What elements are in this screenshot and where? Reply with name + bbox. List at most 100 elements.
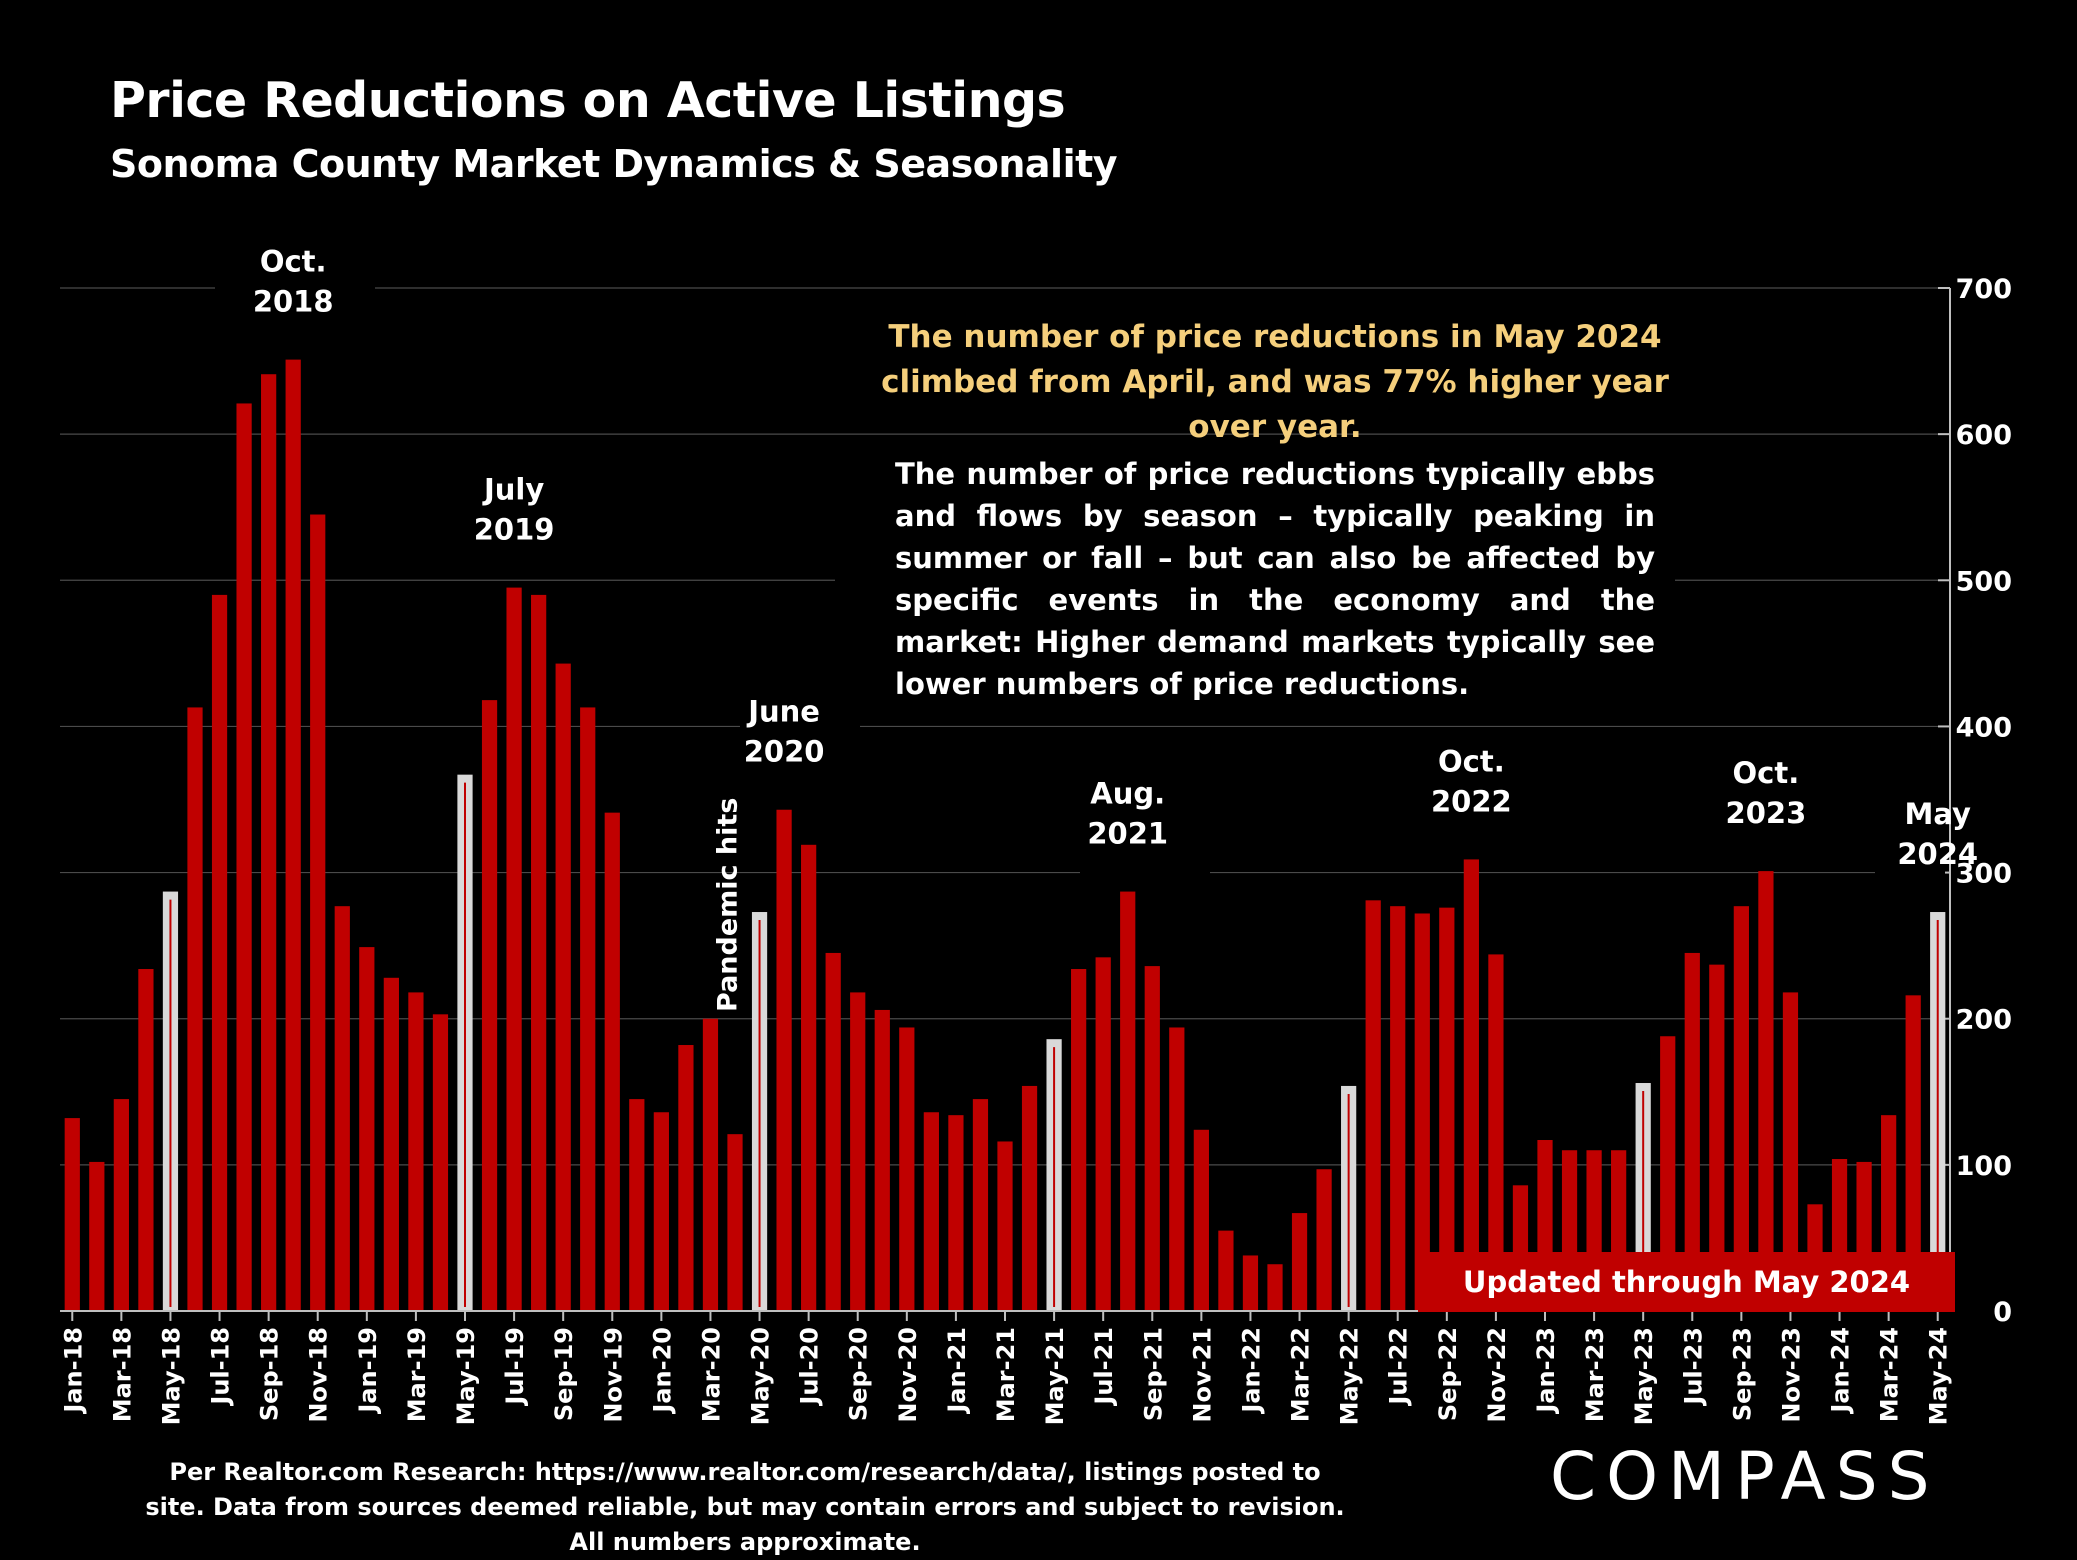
bar <box>604 812 620 1311</box>
bar <box>825 952 841 1311</box>
page-subtitle: Sonoma County Market Dynamics & Seasonal… <box>110 142 1118 186</box>
bar <box>1120 891 1136 1311</box>
bar <box>1758 871 1774 1311</box>
y-tick-label: 0 <box>1993 1297 2012 1328</box>
bar <box>138 969 154 1311</box>
bar <box>1782 992 1799 1311</box>
bar <box>899 1027 915 1311</box>
bar <box>1463 859 1479 1311</box>
bar <box>776 809 792 1311</box>
label-backdrop <box>215 268 375 348</box>
bar <box>874 1009 890 1311</box>
bar <box>64 1118 80 1311</box>
bar <box>1733 906 1749 1311</box>
x-tick-label: May-19 <box>452 1327 480 1425</box>
x-tick-label: Mar-21 <box>992 1327 1020 1422</box>
label-backdrop <box>1080 790 1210 880</box>
label-backdrop <box>1740 760 1860 860</box>
y-tick-label: 100 <box>1956 1151 2012 1182</box>
annotation-label: July 2019 <box>474 473 555 547</box>
bar <box>1218 1230 1234 1311</box>
page-title: Price Reductions on Active Listings <box>110 72 1066 129</box>
bar <box>1365 900 1381 1311</box>
annotation-label: June 2020 <box>744 695 825 769</box>
x-tick-label: Jan-20 <box>648 1327 676 1415</box>
bar <box>432 1014 449 1311</box>
x-tick-label: Nov-20 <box>894 1327 922 1423</box>
x-tick-label: May-22 <box>1336 1327 1364 1425</box>
bar <box>383 977 399 1311</box>
updated-badge: Updated through May 2024 <box>1418 1252 1955 1312</box>
annotation-label: Oct. 2018 <box>253 245 334 319</box>
x-tick-label: Jan-21 <box>943 1327 971 1415</box>
bar <box>580 707 596 1311</box>
x-tick-label: Jul-18 <box>207 1327 235 1407</box>
label-backdrop <box>1420 760 1580 860</box>
x-tick-label: Nov-21 <box>1188 1327 1216 1423</box>
bar <box>236 403 252 1311</box>
bar <box>1905 995 1921 1311</box>
bar <box>1390 906 1406 1311</box>
x-tick-label: Sep-21 <box>1139 1327 1167 1421</box>
bar <box>408 992 424 1311</box>
x-tick-label: May-20 <box>747 1327 775 1425</box>
x-tick-label: May-21 <box>1041 1327 1069 1425</box>
bar <box>113 1099 129 1311</box>
bar <box>1316 1169 1332 1311</box>
x-tick-label: Mar-23 <box>1581 1327 1609 1422</box>
x-tick-label: May-23 <box>1630 1327 1658 1425</box>
bar <box>972 1099 989 1311</box>
x-tick-label: Jul-22 <box>1385 1327 1413 1407</box>
bar <box>727 1134 743 1311</box>
x-tick-label: Nov-18 <box>305 1327 333 1423</box>
x-tick-label: Jan-24 <box>1827 1327 1855 1415</box>
bar <box>1709 964 1725 1311</box>
x-tick-label: Mar-18 <box>108 1327 136 1422</box>
x-tick-label: Sep-23 <box>1728 1327 1756 1421</box>
bar <box>555 663 571 1311</box>
x-tick-label: Mar-20 <box>697 1327 725 1422</box>
bar <box>629 1099 645 1311</box>
bar <box>923 1112 939 1311</box>
bar <box>1193 1129 1209 1311</box>
bar <box>948 1115 964 1311</box>
x-tick-label: Nov-19 <box>599 1327 627 1423</box>
bar <box>1169 1027 1185 1311</box>
bar <box>1414 913 1430 1311</box>
y-tick-label: 600 <box>1956 420 2012 451</box>
bar <box>187 707 203 1311</box>
x-tick-label: Jul-20 <box>796 1327 824 1407</box>
bar <box>1267 1264 1283 1311</box>
x-tick-label: May-24 <box>1925 1327 1953 1425</box>
x-tick-label: Jul-23 <box>1679 1327 1707 1407</box>
x-tick-label: May-18 <box>157 1327 185 1425</box>
x-tick-label: Jan-19 <box>354 1327 382 1415</box>
callout-body: The number of price reductions typically… <box>895 457 1655 701</box>
callout-headline: The number of price reductions in May 20… <box>881 319 1669 445</box>
x-tick-label: Sep-19 <box>550 1327 578 1421</box>
y-tick-label: 300 <box>1956 859 2012 890</box>
bar <box>1095 957 1111 1311</box>
x-tick-label: Nov-22 <box>1483 1327 1511 1423</box>
source-footnote: Per Realtor.com Research: https://www.re… <box>145 1458 1345 1556</box>
bar <box>1439 907 1455 1311</box>
bar <box>1488 954 1504 1311</box>
x-tick-label: Jul-19 <box>501 1327 529 1407</box>
annotation-label: Aug. 2021 <box>1087 777 1168 851</box>
bar <box>1144 966 1160 1311</box>
bar <box>1291 1213 1308 1311</box>
bar <box>1660 1036 1676 1311</box>
bar <box>678 1045 694 1311</box>
x-tick-label: Jan-22 <box>1237 1327 1265 1415</box>
x-tick-label: Jan-23 <box>1532 1327 1560 1415</box>
label-backdrop <box>835 438 1675 668</box>
bar <box>285 359 301 1311</box>
bar <box>1684 952 1700 1311</box>
bar <box>702 1018 719 1311</box>
bar <box>359 947 375 1311</box>
x-tick-label: Mar-22 <box>1287 1327 1315 1422</box>
bar <box>1242 1255 1259 1311</box>
bar <box>506 587 522 1311</box>
y-tick-label: 200 <box>1956 1005 2012 1036</box>
bar <box>310 514 326 1311</box>
